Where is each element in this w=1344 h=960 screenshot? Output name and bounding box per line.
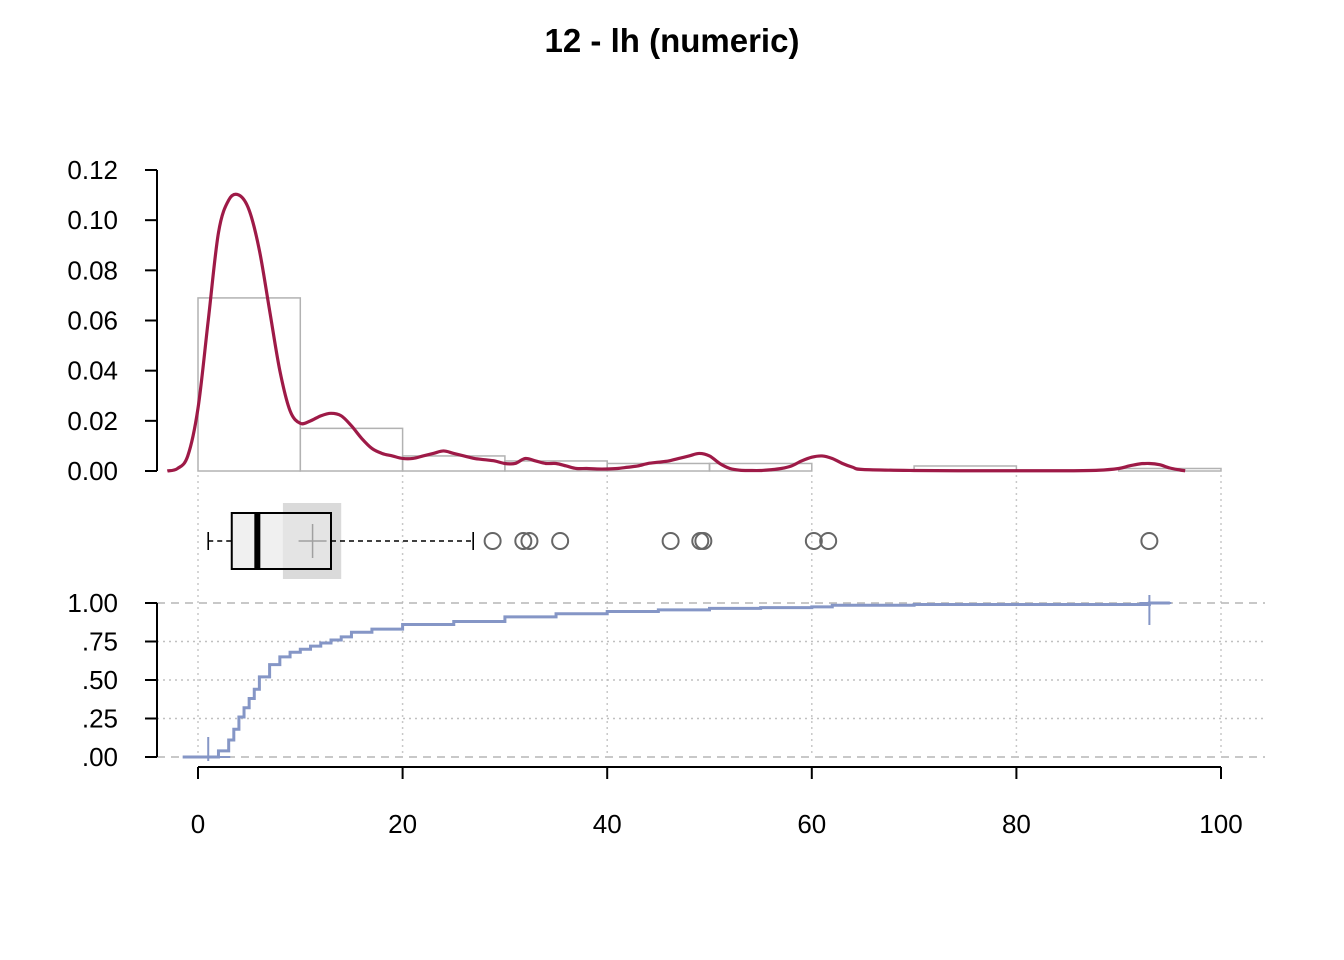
ecdf-y-tick-label: .00 xyxy=(82,742,118,772)
outlier-point xyxy=(804,532,823,550)
density-y-tick-label: 0.00 xyxy=(67,456,118,486)
ecdf-curve xyxy=(182,601,1170,759)
density-y-tick-label: 0.10 xyxy=(67,205,118,235)
x-tick-label: 0 xyxy=(191,809,205,839)
density-y-tick-label: 0.12 xyxy=(67,155,118,185)
x-tick-label: 20 xyxy=(388,809,417,839)
x-tick-label: 40 xyxy=(593,809,622,839)
outlier-point xyxy=(520,532,539,550)
density-y-tick-label: 0.06 xyxy=(67,306,118,336)
density-panel: 0.00 0.02 0.04 0.06 0.08 0.10 0.12 xyxy=(67,155,1222,486)
ecdf-y-tick-label: .75 xyxy=(82,627,118,657)
density-y-tick-label: 0.02 xyxy=(67,406,118,436)
density-y-tick-label: 0.08 xyxy=(67,255,118,285)
outlier-point xyxy=(819,532,838,550)
x-axis: 0 20 40 60 80 100 xyxy=(191,766,1243,839)
outlier-point xyxy=(694,532,713,550)
ecdf-y-tick-label: .25 xyxy=(82,704,118,734)
boxplot-panel xyxy=(207,503,1159,579)
histogram-bar xyxy=(197,297,302,472)
density-y-tick-label: 0.04 xyxy=(67,356,118,386)
ecdf-y-tick-label: .50 xyxy=(82,665,118,695)
outlier-point xyxy=(483,532,502,550)
vertical-grid xyxy=(197,475,1222,757)
ecdf-panel: .00 .25 .50 .75 1.00 xyxy=(67,588,1265,772)
x-tick-label: 60 xyxy=(797,809,826,839)
ecdf-y-tick-label: 1.00 xyxy=(67,588,118,618)
density-curve xyxy=(166,192,1186,473)
outlier-point xyxy=(551,532,570,550)
histogram-bar xyxy=(299,427,404,472)
outlier-point xyxy=(661,532,680,550)
chart-title: 12 - lh (numeric) xyxy=(545,22,800,59)
outlier-point xyxy=(1140,532,1159,550)
x-tick-label: 80 xyxy=(1002,809,1031,839)
outlier-point xyxy=(514,532,533,550)
x-tick-label: 100 xyxy=(1199,809,1242,839)
